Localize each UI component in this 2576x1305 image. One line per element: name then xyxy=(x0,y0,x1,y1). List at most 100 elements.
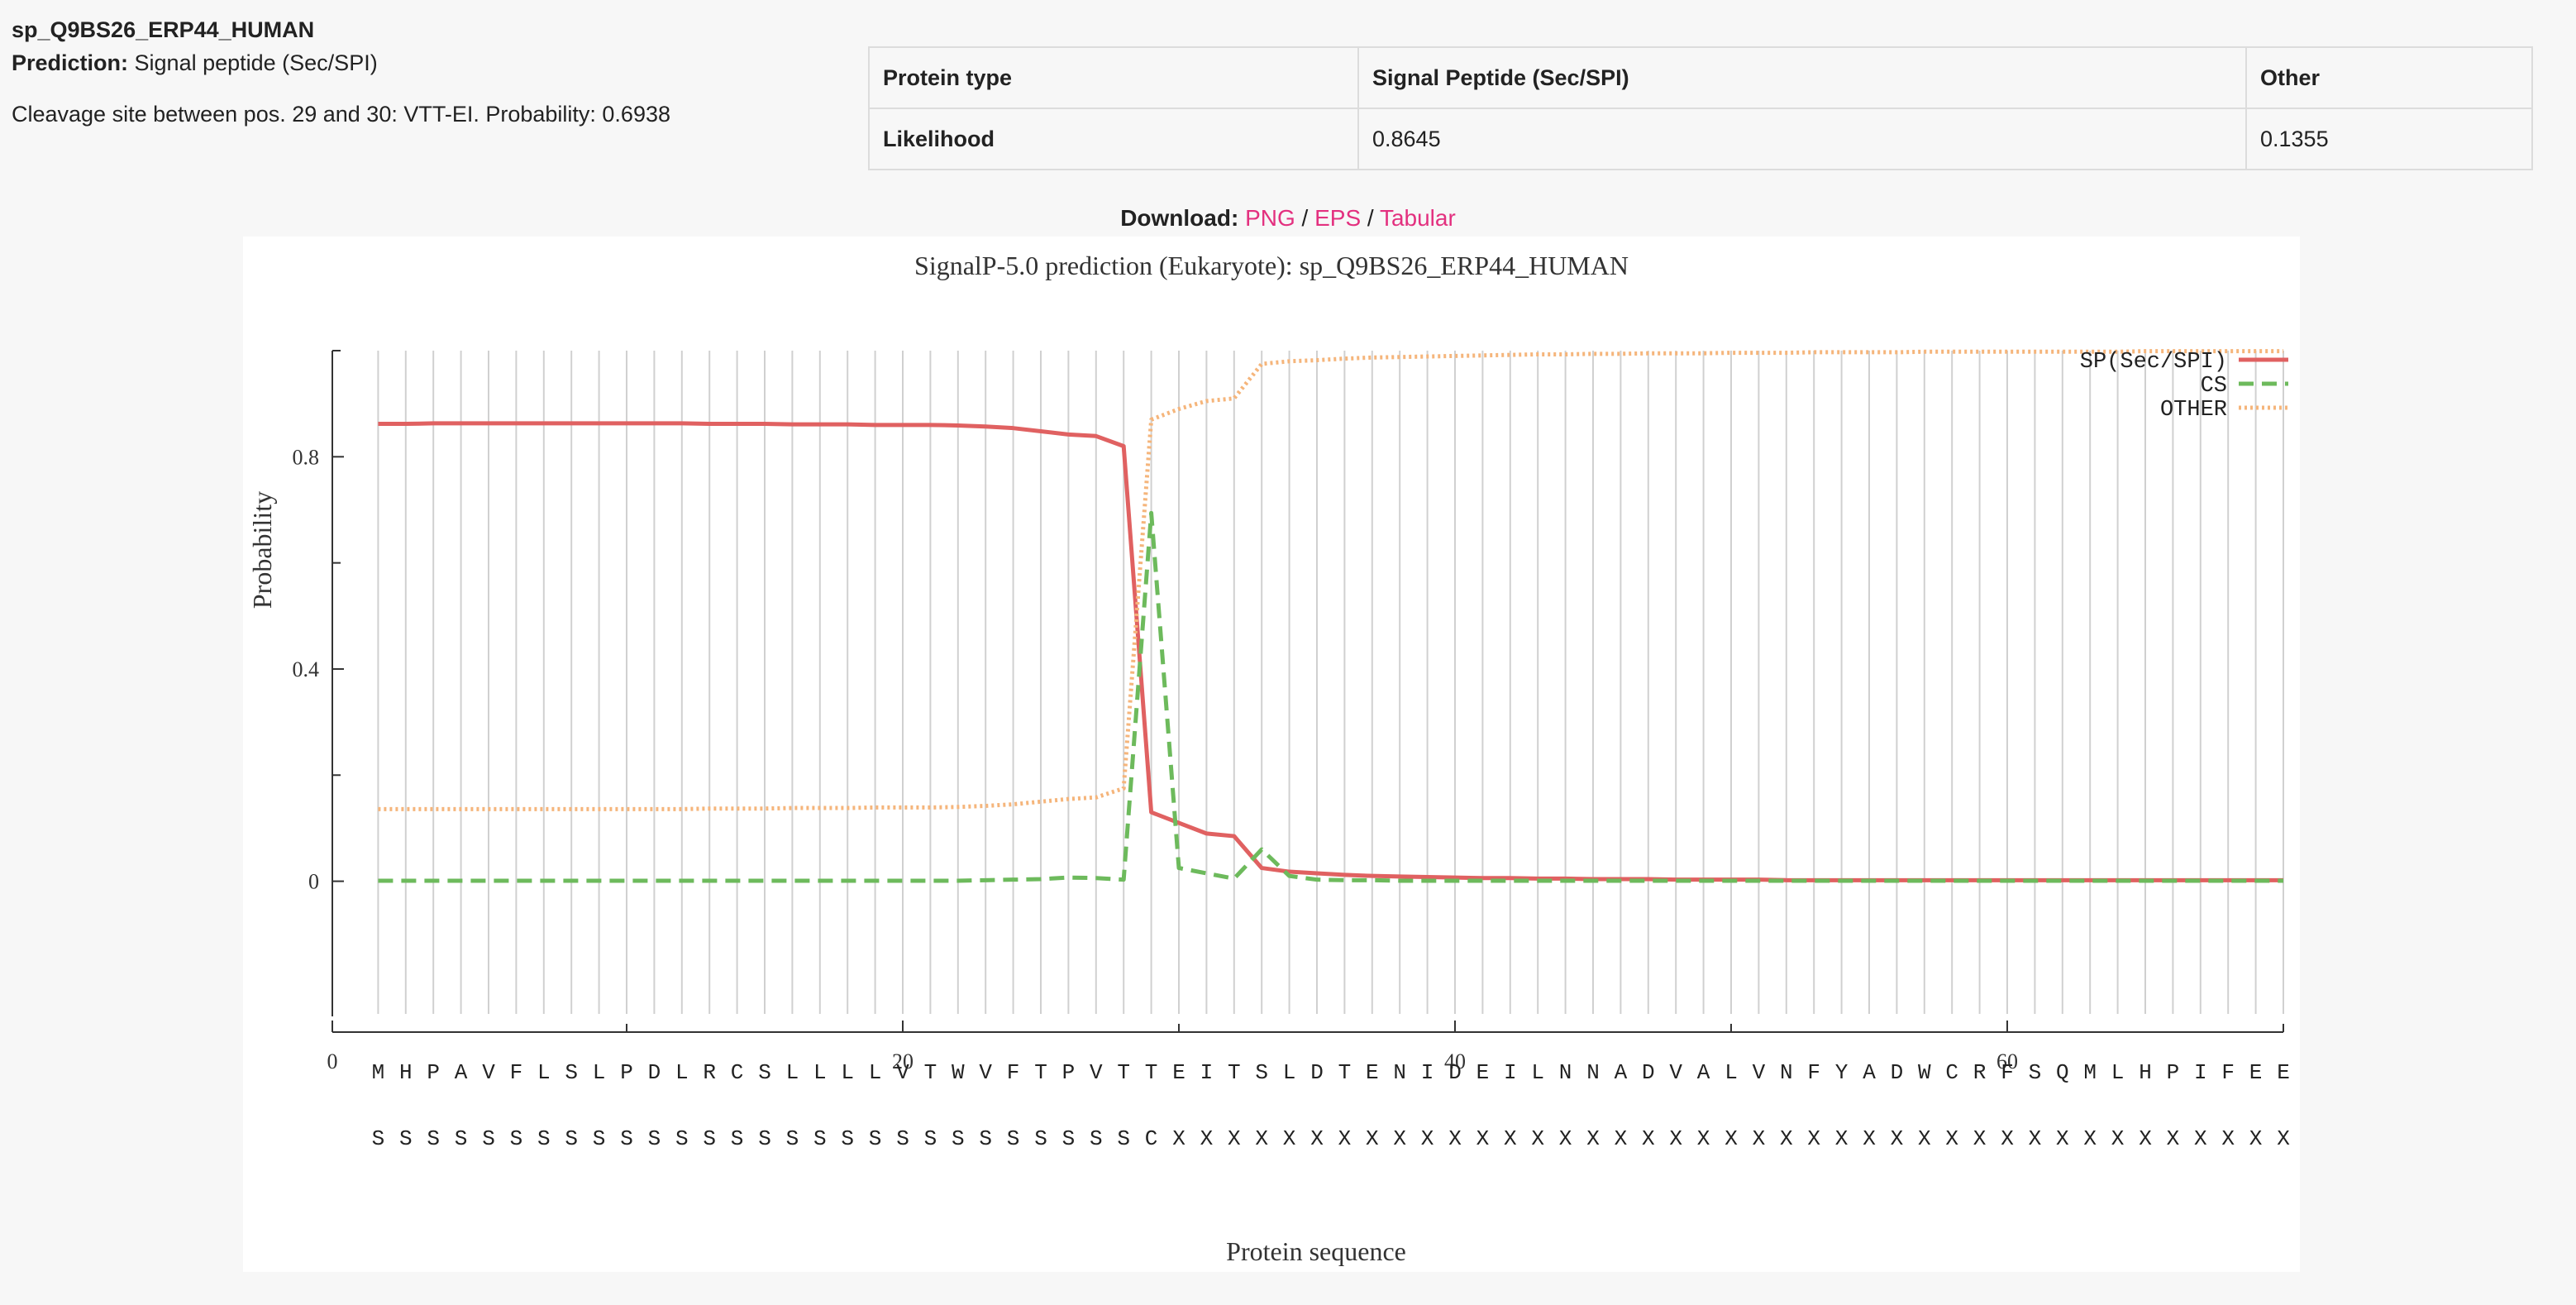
residue-letter: D xyxy=(1310,1060,1324,1085)
residue-region-label: S xyxy=(537,1126,551,1151)
residue-region-label: X xyxy=(1642,1126,1655,1151)
residue-letter: D xyxy=(1448,1060,1462,1085)
cleavage-site-text: Cleavage site between pos. 29 and 30: VT… xyxy=(12,102,670,127)
table-header-row: Protein type Signal Peptide (Sec/SPI) Ot… xyxy=(868,46,2533,109)
residue-letter: W xyxy=(952,1060,965,1085)
residue-region-label: X xyxy=(1891,1126,1904,1151)
prediction-label: Prediction: xyxy=(12,50,129,75)
residue-region-label: X xyxy=(1172,1126,1185,1151)
prediction-value: Signal peptide (Sec/SPI) xyxy=(134,50,378,75)
residue-letter: L xyxy=(537,1060,551,1085)
residue-region-label: S xyxy=(1007,1126,1020,1151)
residue-region-label: S xyxy=(1117,1126,1130,1151)
download-label: Download: xyxy=(1120,205,1239,231)
table-cell: Likelihood xyxy=(868,108,1359,170)
sequence-name: sp_Q9BS26_ERP44_HUMAN xyxy=(12,17,315,42)
residue-letter: N xyxy=(1780,1060,1793,1085)
table-cell: Other xyxy=(2245,46,2533,109)
table-cell: Protein type xyxy=(868,46,1359,109)
residue-letter: E xyxy=(2249,1060,2263,1085)
residue-letter: T xyxy=(1228,1060,1241,1085)
residue-region-label: S xyxy=(565,1126,578,1151)
residue-region-label: S xyxy=(952,1126,965,1151)
residue-letter: S xyxy=(758,1060,771,1085)
residue-region-label: X xyxy=(1200,1126,1214,1151)
residue-letter: Y xyxy=(1835,1060,1849,1085)
residue-region-label: X xyxy=(1586,1126,1600,1151)
residue-letter: L xyxy=(2111,1060,2125,1085)
residue-region-label: X xyxy=(1283,1126,1296,1151)
residue-letter: V xyxy=(1090,1060,1103,1085)
residue-letter: N xyxy=(1559,1060,1572,1085)
separator: / xyxy=(1301,205,1309,231)
prediction-summary: sp_Q9BS26_ERP44_HUMAN Prediction: Signal… xyxy=(12,13,670,131)
likelihood-table: Protein type Signal Peptide (Sec/SPI) Ot… xyxy=(868,46,2533,170)
residue-region-label: S xyxy=(813,1126,827,1151)
residue-region-label: X xyxy=(1559,1126,1572,1151)
residue-letter: P xyxy=(427,1060,440,1085)
residue-region-label: X xyxy=(2056,1126,2069,1151)
residue-letter: A xyxy=(1863,1060,1876,1085)
residue-letter: W xyxy=(1918,1060,1931,1085)
residue-region-label: S xyxy=(510,1126,523,1151)
residue-region-label: X xyxy=(2029,1126,2042,1151)
x-tick-label: 20 xyxy=(892,1049,914,1073)
residue-region-label: X xyxy=(1724,1126,1738,1151)
table-cell: 0.8645 xyxy=(1357,108,2247,170)
residue-letter: P xyxy=(620,1060,633,1085)
residue-region-label: S xyxy=(675,1126,689,1151)
residue-region-label: S xyxy=(786,1126,799,1151)
table-row: Likelihood 0.8645 0.1355 xyxy=(868,108,2533,170)
legend-label: SP(Sec/SPI) xyxy=(2080,350,2227,375)
residue-region-label: X xyxy=(1228,1126,1241,1151)
separator: / xyxy=(1367,205,1374,231)
residue-region-label: X xyxy=(2001,1126,2014,1151)
residue-region-label: X xyxy=(1835,1126,1849,1151)
residue-region-label: X xyxy=(1504,1126,1517,1151)
residue-letter: S xyxy=(1255,1060,1268,1085)
x-tick-label: 40 xyxy=(1444,1049,1466,1073)
residue-letter: T xyxy=(1338,1060,1352,1085)
residue-letter: L xyxy=(675,1060,689,1085)
residue-letter: L xyxy=(1724,1060,1738,1085)
residue-letter: A xyxy=(455,1060,468,1085)
residue-letter: H xyxy=(2139,1060,2152,1085)
residue-region-label: X xyxy=(1780,1126,1793,1151)
residue-letter: L xyxy=(869,1060,882,1085)
residue-letter: L xyxy=(786,1060,799,1085)
x-tick-label: 60 xyxy=(1996,1049,2018,1073)
residue-region-label: S xyxy=(979,1126,992,1151)
residue-region-label: X xyxy=(1531,1126,1544,1151)
residue-letter: T xyxy=(1145,1060,1158,1085)
table-cell: 0.1355 xyxy=(2245,108,2533,170)
x-tick-label: 0 xyxy=(327,1049,338,1073)
residue-region-label: X xyxy=(1753,1126,1766,1151)
residue-letter: I xyxy=(1200,1060,1214,1085)
residue-letter: C xyxy=(1945,1060,1958,1085)
series-line-sp-sec-spi xyxy=(378,421,2283,882)
residue-letter: N xyxy=(1393,1060,1406,1085)
x-axis-label: Protein sequence xyxy=(1226,1236,1406,1266)
residue-region-label: X xyxy=(1421,1126,1434,1151)
residue-letter: A xyxy=(1697,1060,1710,1085)
residue-region-label: X xyxy=(1255,1126,1268,1151)
download-bar: Download: PNG / EPS / Tabular xyxy=(0,205,2576,232)
residue-region-label: X xyxy=(1310,1126,1324,1151)
residue-region-label: X xyxy=(1945,1126,1958,1151)
download-tabular-link[interactable]: Tabular xyxy=(1379,205,1456,231)
residue-region-label: C xyxy=(1145,1126,1158,1151)
residue-letter: E xyxy=(1172,1060,1185,1085)
residue-letter: L xyxy=(813,1060,827,1085)
y-tick-label: 0.4 xyxy=(293,657,320,681)
y-tick-label: 0 xyxy=(308,870,319,894)
residue-region-label: X xyxy=(1918,1126,1931,1151)
download-eps-link[interactable]: EPS xyxy=(1314,205,1362,231)
download-png-link[interactable]: PNG xyxy=(1245,205,1295,231)
residue-region-label: S xyxy=(427,1126,440,1151)
residue-region-label: S xyxy=(399,1126,413,1151)
residue-letter: V xyxy=(482,1060,495,1085)
residue-letter: C xyxy=(731,1060,744,1085)
residue-region-label: X xyxy=(2221,1126,2235,1151)
residue-letter: H xyxy=(399,1060,413,1085)
residue-letter: P xyxy=(1062,1060,1076,1085)
